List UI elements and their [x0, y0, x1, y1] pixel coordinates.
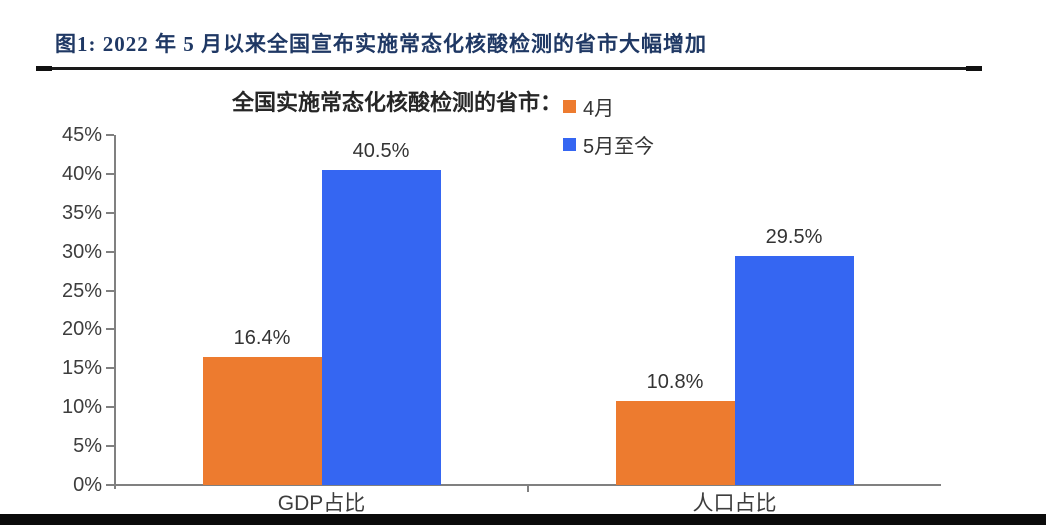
y-axis-tick-label: 20% — [61, 318, 102, 341]
y-axis-tick-label: 40% — [61, 162, 102, 185]
value-label-GDP占比-5月至今: 40.5% — [352, 140, 410, 162]
y-axis-tick-label: 15% — [61, 357, 102, 380]
y-axis-tick — [106, 484, 114, 486]
y-axis-tick — [106, 134, 114, 136]
y-axis-tick — [106, 367, 114, 370]
bar-GDP占比-5月至今 — [321, 170, 441, 485]
legend-swatch-may-icon — [563, 138, 576, 151]
legend-swatch-april-icon — [563, 100, 576, 113]
legend-item-april: 4月 — [563, 92, 614, 121]
legend-item-may: 5月至今 — [563, 130, 654, 159]
title-divider — [36, 66, 982, 71]
value-label-GDP占比-4月: 16.4% — [233, 327, 291, 350]
y-axis-tick-label: 0% — [73, 474, 102, 496]
legend-label-may: 5月至今 — [583, 136, 655, 158]
chart-title: 全国实施常态化核酸检测的省市： — [232, 90, 563, 115]
y-axis-line — [114, 135, 116, 489]
y-axis-tick-label: 25% — [61, 279, 102, 302]
bar-GDP占比-4月 — [202, 357, 322, 485]
x-axis-category-label: 人口占比 — [692, 492, 777, 515]
x-axis-tick — [527, 485, 529, 492]
y-axis-tick — [106, 211, 114, 214]
bar-人口占比-5月至今 — [734, 255, 854, 485]
x-axis-category-label: GDP占比 — [277, 492, 366, 515]
bar-人口占比-4月 — [615, 401, 735, 485]
y-axis-tick — [106, 172, 114, 175]
y-axis-tick — [106, 289, 114, 292]
figure-title: 图1: 2022 年 5 月以来全国宣布实施常态化核酸检测的省市大幅增加 — [55, 32, 707, 56]
y-axis-tick-label: 10% — [61, 396, 102, 419]
value-label-人口占比-4月: 10.8% — [646, 371, 704, 393]
y-axis-tick-label: 30% — [61, 240, 102, 263]
y-axis-tick — [106, 406, 114, 409]
y-axis-tick-label: 5% — [73, 435, 102, 458]
y-axis-tick-label: 35% — [61, 201, 102, 224]
y-axis-tick — [106, 445, 114, 448]
y-axis-tick-label: 45% — [61, 124, 102, 146]
y-axis-tick — [106, 328, 114, 331]
value-label-人口占比-5月至今: 29.5% — [765, 225, 823, 248]
y-axis-tick — [106, 250, 114, 253]
bottom-border — [0, 514, 1046, 525]
legend-label-april: 4月 — [583, 98, 615, 120]
